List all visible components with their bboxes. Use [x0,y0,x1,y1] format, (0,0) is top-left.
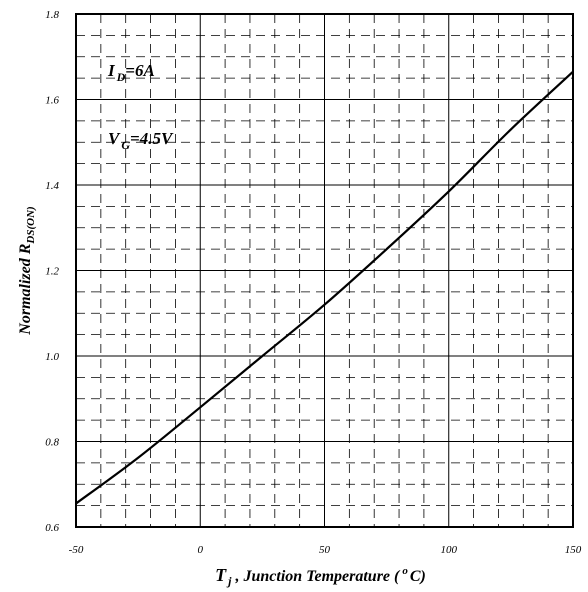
y-axis-title-sub: DS(ON) [25,206,37,244]
annotation-1-main: V [108,129,121,148]
annotation-0-rest: =6A [125,61,155,80]
annotation-1-sub: G [121,138,130,152]
y-tick-label-5: 1.6 [45,95,59,107]
x-tick-label-3: 100 [441,544,458,556]
y-tick-label-2: 1.0 [45,351,59,363]
x-tick-label-4: 150 [565,544,582,556]
tick-labels: -50 0 50 100 150 0.6 0.8 1.0 1.2 1.4 1.6 1.8 [45,9,582,556]
annotation-0: I D=6A [107,61,155,84]
x-axis-title-text: , Junction Temperature ( [231,568,401,585]
series-line-0 [75,70,574,505]
x-axis-title-unit: C) [410,568,426,585]
y-axis-title: Normalized RDS(ON) [17,206,37,335]
annotation-0-sub: D [116,70,126,84]
y-tick-label-3: 1.2 [45,266,59,278]
x-tick-label-2: 50 [319,544,331,556]
y-axis-title-main: Normalized R [17,243,34,335]
grid [76,14,573,527]
x-axis-title-main: T [215,565,227,585]
x-axis-title-sup: o [402,565,408,577]
y-tick-label-0: 0.6 [45,522,59,534]
plot-border [75,13,574,528]
annotation-0-main: I [107,61,116,80]
series [75,70,574,505]
x-axis-title-sub: j [226,574,232,588]
annotation-1: V G=4.5V [108,129,174,152]
annotation-1-rest: =4.5V [130,129,174,148]
y-tick-label-4: 1.4 [45,180,59,192]
annotations: I D=6A V G=4.5V [107,61,174,152]
y-tick-label-1: 0.8 [45,437,59,449]
y-tick-label-6: 1.8 [45,9,59,21]
plot-frame [75,13,574,528]
x-tick-label-1: 0 [198,544,204,556]
x-tick-label-0: -50 [69,544,84,556]
